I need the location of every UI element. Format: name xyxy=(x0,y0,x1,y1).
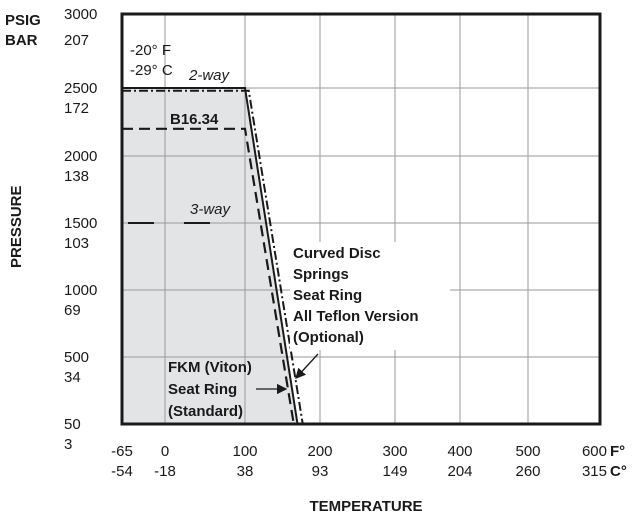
y-unit-bar: BAR xyxy=(5,32,38,49)
x-tick-f: 600 xyxy=(582,443,607,460)
annotation-optional-1: Curved Disc xyxy=(293,245,381,262)
x-tick-f: 400 xyxy=(447,443,472,460)
optional-label-bg xyxy=(290,242,450,350)
plot-fill-layer xyxy=(122,88,298,424)
y-tick-psig: 2500 xyxy=(64,80,97,97)
y-tick-bar: 103 xyxy=(64,235,89,252)
allowable-region-fill xyxy=(122,88,298,424)
y-tick-bar: 69 xyxy=(64,302,81,319)
optional-pointer-arrow xyxy=(295,353,319,379)
annotation-2-way: 2-way xyxy=(188,67,231,84)
plot-frame xyxy=(120,12,602,426)
y-tick-psig: 50 xyxy=(64,416,81,433)
x-tick-f: 0 xyxy=(161,443,169,460)
two-way-label-bg xyxy=(186,66,244,82)
x-tick-c: 204 xyxy=(447,463,472,480)
y-tick-bar: 172 xyxy=(64,100,89,117)
y-axis-title: PRESSURE xyxy=(8,185,25,268)
annotation-standard-2: Seat Ring xyxy=(168,381,237,398)
series-line-2 xyxy=(122,127,295,425)
tick-label-layer: 3000250017220001381500103100069500345032… xyxy=(64,6,607,480)
annotation-optional-3: Seat Ring xyxy=(293,287,362,304)
annotation-optional-5: (Optional) xyxy=(293,329,364,346)
x-unit-c: C° xyxy=(610,463,627,480)
y-tick-psig: 1500 xyxy=(64,215,97,232)
x-tick-c: 315 xyxy=(582,463,607,480)
annotation-optional-4: All Teflon Version xyxy=(293,308,419,325)
x-tick-c: 149 xyxy=(382,463,407,480)
x-tick-c: -54 xyxy=(111,463,133,480)
annotation-optional-2: Springs xyxy=(293,266,349,283)
annotation-b16-34: B16.34 xyxy=(170,111,219,128)
annotation-standard-3: (Standard) xyxy=(168,403,243,420)
y-tick-psig: 2000 xyxy=(64,148,97,165)
x-tick-c: 93 xyxy=(312,463,329,480)
y-unit-psig: PSIG xyxy=(5,12,41,29)
annotation-min-temp-f: -20° F xyxy=(130,42,171,59)
y-tick-bar: 3 xyxy=(64,436,72,453)
annotation-min-temp-c: -29° C xyxy=(130,62,173,79)
y-tick-bar: 34 xyxy=(64,369,81,386)
series-line-1 xyxy=(122,89,304,425)
x-tick-c: -18 xyxy=(154,463,176,480)
x-tick-c: 38 xyxy=(237,463,254,480)
series-layer xyxy=(122,87,304,425)
annotation-3-way: 3-way xyxy=(190,201,232,218)
y-tick-psig: 500 xyxy=(64,349,89,366)
x-tick-f: 100 xyxy=(232,443,257,460)
series-line-0 xyxy=(122,87,299,425)
x-tick-f: 300 xyxy=(382,443,407,460)
x-tick-f: 500 xyxy=(515,443,540,460)
y-tick-psig: 1000 xyxy=(64,282,97,299)
y-tick-psig: 3000 xyxy=(64,6,97,23)
x-tick-f: 200 xyxy=(307,443,332,460)
y-tick-bar: 138 xyxy=(64,168,89,185)
x-tick-c: 260 xyxy=(515,463,540,480)
annotation-standard-1: FKM (Viton) xyxy=(168,359,252,376)
x-unit-f: F° xyxy=(610,443,625,460)
y-tick-bar: 207 xyxy=(64,32,89,49)
x-axis-title: TEMPERATURE xyxy=(309,498,422,515)
x-tick-f: -65 xyxy=(111,443,133,460)
